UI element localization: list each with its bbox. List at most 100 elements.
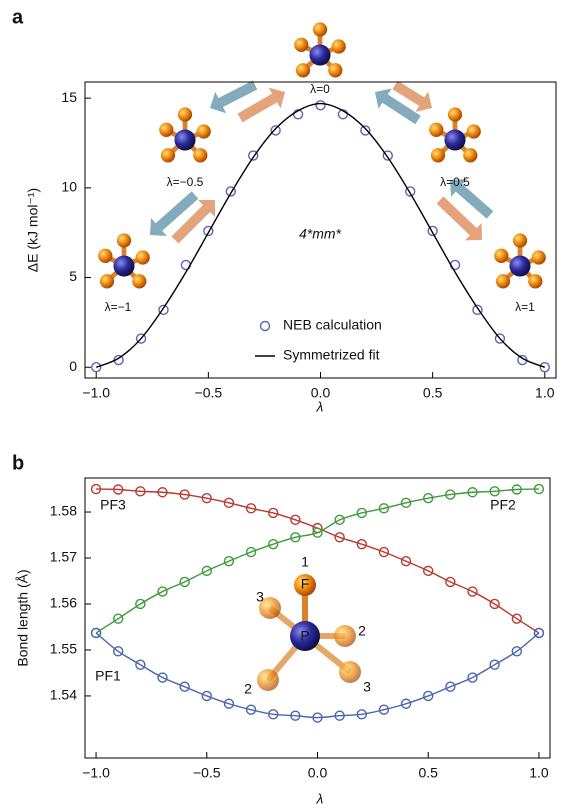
y-tick-label: 1.56 [50, 595, 77, 611]
y-tick-label: 1.58 [50, 503, 77, 519]
arrow [450, 178, 494, 219]
x-tick-label: 0.5 [418, 765, 438, 781]
x-tick-label: −1.0 [82, 765, 110, 781]
data-point [270, 125, 281, 136]
data-point [378, 704, 390, 715]
f-atom [99, 274, 115, 289]
data-point [113, 613, 124, 624]
f-atom [334, 625, 356, 647]
data-point [356, 709, 367, 720]
data-point [472, 304, 483, 316]
data-point [312, 527, 323, 538]
annotation: 3 [363, 679, 371, 695]
y-tick-label: 10 [61, 179, 77, 195]
f-atom [132, 274, 147, 289]
annotation: 4*mm* [299, 226, 342, 242]
data-point [494, 333, 506, 344]
y-tick-label: 1.54 [50, 687, 77, 703]
data-point [378, 503, 390, 514]
data-point [245, 546, 257, 558]
annotation: 2 [244, 681, 252, 697]
f-atom [295, 63, 311, 78]
data-point [489, 598, 500, 610]
annotation: P [300, 628, 309, 644]
data-point [382, 150, 393, 161]
f-atom [160, 148, 176, 163]
f-atom [328, 63, 343, 78]
annotation: λ=−0.5 [167, 175, 204, 189]
p-atom [290, 621, 320, 651]
data-point [135, 486, 146, 497]
data-point [378, 546, 390, 558]
y-tick-label: 1.55 [50, 641, 77, 657]
f-atom [495, 274, 511, 289]
x-tick-label: −0.5 [193, 765, 221, 781]
data-point [533, 627, 545, 639]
x-axis-label: λ [316, 791, 324, 807]
y-axis-label: ΔE (kJ mol⁻¹) [25, 188, 41, 272]
f-atom [312, 22, 328, 37]
f-atom [294, 37, 309, 52]
panel-label: b [12, 452, 24, 474]
x-tick-label: 1.0 [529, 765, 549, 781]
f-atom [494, 248, 509, 263]
data-point [356, 507, 367, 519]
data-point [467, 487, 478, 498]
data-point [337, 109, 349, 120]
arrow-shape [171, 200, 215, 244]
data-point [511, 613, 522, 624]
data-point [179, 681, 190, 692]
data-point [223, 698, 235, 709]
x-tick-label: 1.0 [535, 385, 555, 401]
data-point [489, 659, 500, 670]
plot-frame [84, 477, 551, 759]
arrow [436, 196, 483, 241]
data-point [113, 484, 124, 495]
annotation: λ=−1 [105, 300, 132, 314]
data-point [292, 109, 304, 120]
data-point [489, 486, 500, 497]
data-point [467, 672, 478, 683]
data-point [334, 514, 345, 526]
data-point [445, 489, 456, 500]
data-point [290, 710, 301, 721]
f-atom [512, 233, 528, 248]
series-line [95, 488, 539, 634]
x-tick-label: 0.0 [311, 385, 331, 401]
p-atom [113, 255, 135, 277]
data-point [113, 646, 124, 657]
y-tick-label: 5 [69, 268, 77, 284]
data-point [245, 503, 257, 514]
arrow-shape [374, 88, 421, 125]
arrow-shape [450, 178, 494, 219]
data-point [268, 709, 279, 720]
f-atom [193, 148, 208, 163]
data-point [423, 565, 434, 577]
arrow-shape [150, 191, 199, 236]
series-line [95, 632, 540, 719]
annotation: λ=1 [515, 300, 535, 314]
arrow [392, 80, 432, 112]
data-point [356, 539, 367, 550]
data-point [360, 125, 371, 136]
y-tick-label: 0 [69, 358, 77, 374]
data-point [315, 100, 326, 111]
legend-label: Symmetrized fit [283, 347, 380, 363]
f-atom [466, 124, 481, 139]
x-tick-label: 0.5 [423, 385, 443, 401]
y-tick-label: 1.57 [50, 549, 77, 565]
arrow [209, 80, 258, 114]
p-atom [444, 129, 466, 151]
p-atom [309, 44, 331, 66]
annotation: F [301, 576, 310, 592]
arrow [237, 87, 285, 123]
data-point [179, 576, 190, 588]
data-point [268, 507, 279, 519]
data-point [268, 539, 279, 550]
f-atom [331, 39, 346, 54]
data-point [511, 484, 522, 495]
data-point [158, 304, 169, 316]
data-point [400, 497, 412, 509]
arrow-shape [237, 87, 285, 123]
